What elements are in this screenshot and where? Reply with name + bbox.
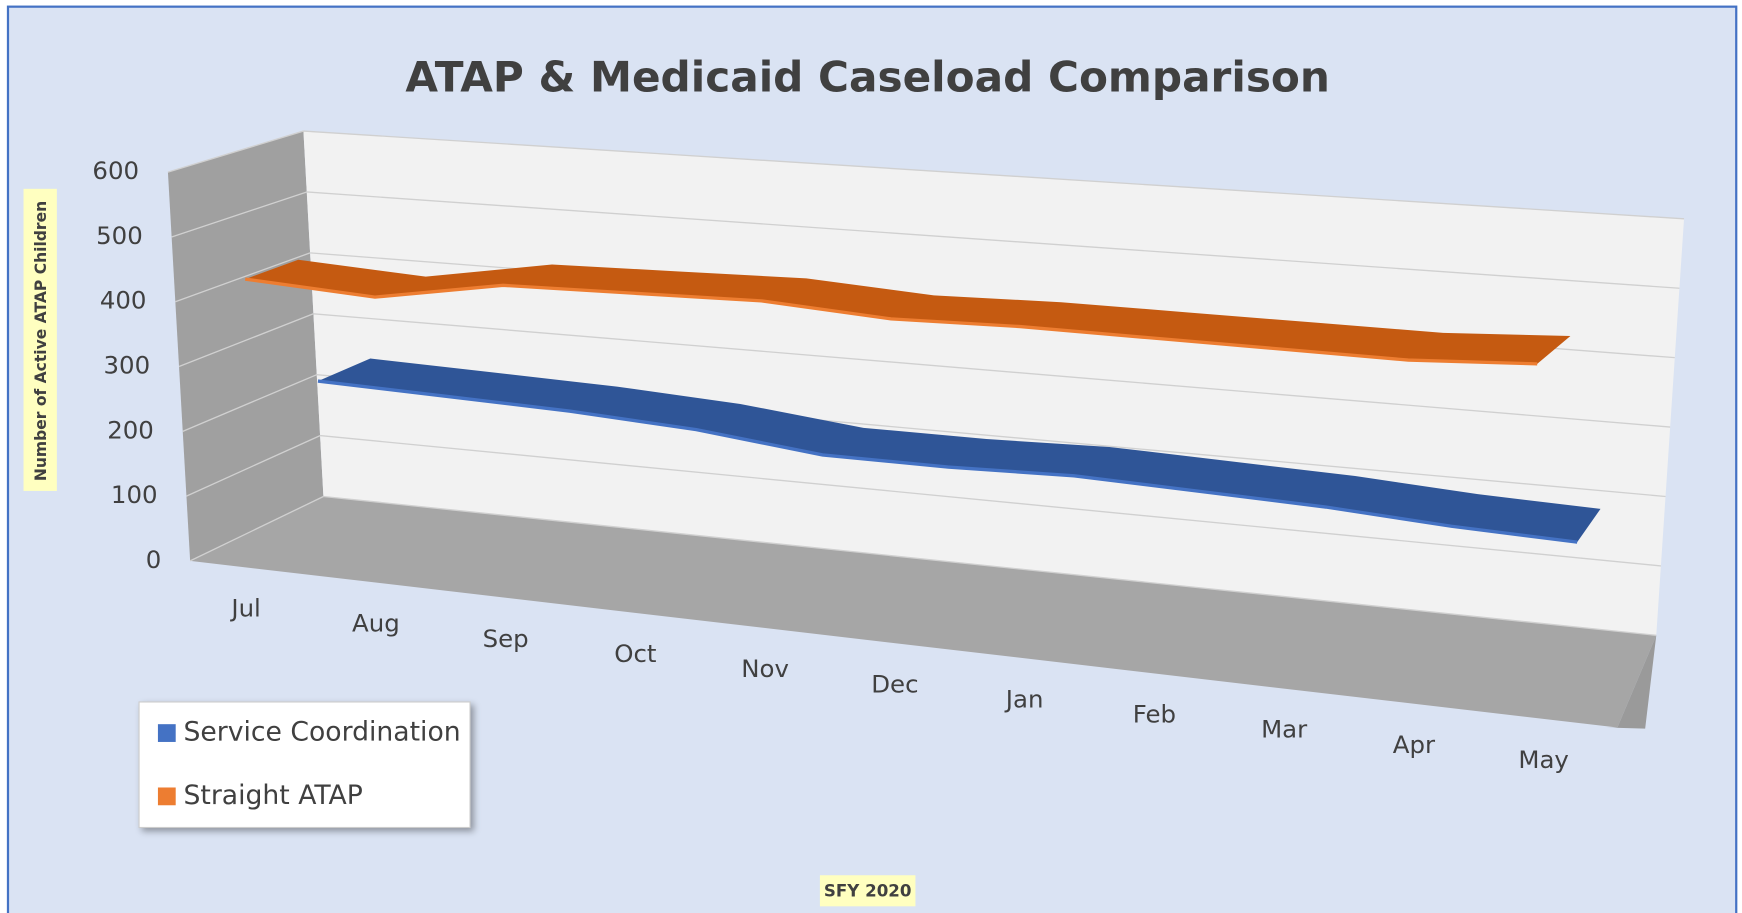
grid-line xyxy=(320,434,1661,567)
y-tick-label: 0 xyxy=(146,545,162,574)
ribbon xyxy=(317,358,1601,543)
x-tick-label: Mar xyxy=(1261,715,1308,744)
legend-box xyxy=(138,701,471,829)
legend-label: Service Coordination xyxy=(183,717,460,748)
y-tick-label: 100 xyxy=(111,480,158,509)
floor-edge xyxy=(1606,635,1657,729)
x-tick-label: Nov xyxy=(741,654,789,683)
x-tick-label: Jan xyxy=(1004,684,1044,713)
grid-line xyxy=(182,374,318,432)
x-tick-label: May xyxy=(1518,745,1568,774)
grid-line xyxy=(323,495,1657,636)
grid-line xyxy=(313,313,1671,428)
grid-line xyxy=(306,191,1680,289)
ribbon xyxy=(245,259,1571,364)
y-tick-label: 300 xyxy=(104,351,151,380)
legend-swatch xyxy=(157,787,176,806)
line xyxy=(244,277,1538,366)
grid-line xyxy=(171,191,307,238)
y-tick-label: 200 xyxy=(107,415,154,444)
floor xyxy=(190,496,1657,728)
y-tick-label: 400 xyxy=(100,286,147,315)
x-tick-label: Oct xyxy=(614,639,656,668)
legend-label: Straight ATAP xyxy=(183,780,362,811)
y-axis-label: Number of Active ATAP Children xyxy=(32,201,50,481)
side-wall xyxy=(167,131,324,561)
chart-title: ATAP & Medicaid Caseload Comparison xyxy=(405,52,1330,101)
x-tick-label: Feb xyxy=(1133,700,1176,729)
y-tick-label: 500 xyxy=(96,221,143,250)
line xyxy=(317,379,1578,544)
x-tick-label: Aug xyxy=(352,609,400,638)
x-axis-label: SFY 2020 xyxy=(824,881,912,900)
grid-line xyxy=(178,313,314,368)
grid-line xyxy=(186,434,321,497)
grid-line xyxy=(175,252,311,303)
y-tick-label: 600 xyxy=(92,156,139,185)
plot: 0 100 200 300 400 500 600 Jul Aug Sep Oct Nov Dec Jan… xyxy=(92,130,1685,774)
y-label-bg xyxy=(23,188,57,491)
x-tick-label: Jul xyxy=(229,594,260,623)
x-tick-label: Dec xyxy=(871,669,918,698)
x-tick-label: Sep xyxy=(483,624,529,653)
grid-line xyxy=(167,130,304,173)
x-label-bg xyxy=(819,875,916,907)
x-tick-label: Apr xyxy=(1393,730,1436,759)
grid-line xyxy=(189,495,324,562)
legend-swatch xyxy=(157,724,176,742)
grid-line xyxy=(303,130,1685,220)
